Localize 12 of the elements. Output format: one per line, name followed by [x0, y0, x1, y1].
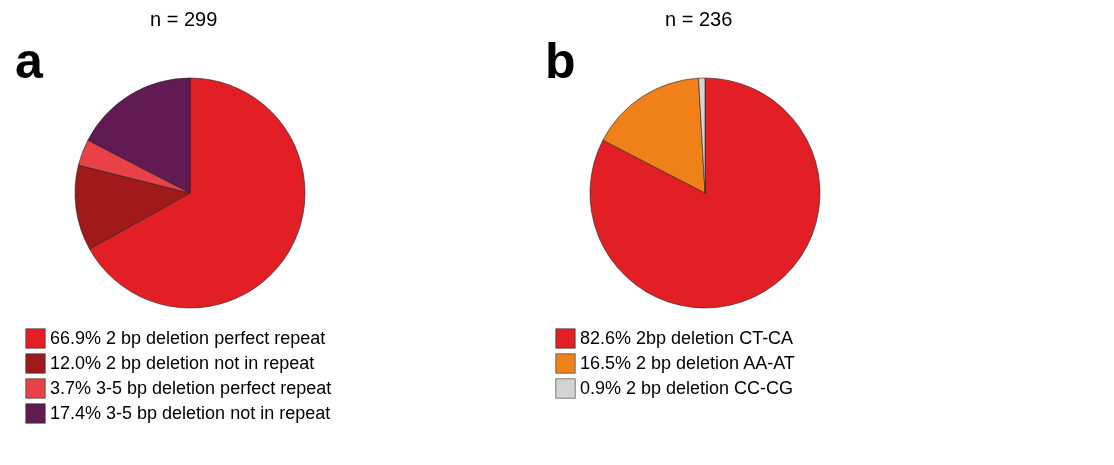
legend-label: 16.5% 2 bp deletion AA-AT — [580, 352, 795, 373]
legend-label: 66.9% 2 bp deletion perfect repeat — [50, 327, 326, 348]
text: a — [15, 33, 44, 89]
legend-label: 17.4% 3-5 bp deletion not in repeat — [50, 402, 331, 423]
chart-title: n = 299 — [150, 8, 218, 30]
legend-label: 12.0% 2 bp deletion not in repeat — [50, 352, 315, 373]
chart-title: n = 236 — [665, 8, 733, 30]
legend-label: 82.6% 2bp deletion CT-CA — [580, 327, 794, 348]
text: b — [545, 33, 576, 89]
legend-label: 3.7% 3-5 bp deletion perfect repeat — [50, 377, 332, 398]
legend-label: 0.9% 2 bp deletion CC-CG — [580, 377, 794, 398]
pie-slice — [589, 77, 821, 309]
